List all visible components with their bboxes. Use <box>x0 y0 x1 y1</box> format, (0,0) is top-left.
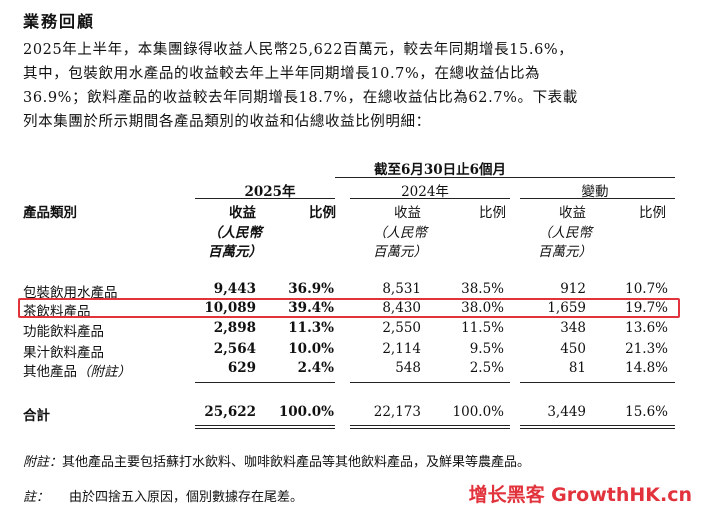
unit-change-line-2: 百萬元） <box>538 244 592 260</box>
row-revenue-2025: 2,898 <box>213 320 256 336</box>
year-2024-header: 2024年 <box>401 184 449 200</box>
footnote-1-text: 其他產品主要包括蘇打水飲料、咖啡飲料產品等其他飲料產品，及鮮果等農產品。 <box>62 455 531 470</box>
footnote-2-text: 由於四捨五入原因，個別數據存在尾差。 <box>69 490 304 505</box>
row-ratio-2025: 2.4% <box>297 360 334 376</box>
change-underline <box>520 198 675 199</box>
row-change-amount: 81 <box>568 360 586 376</box>
row-revenue-2024: 548 <box>395 360 421 376</box>
paragraph-line-4: 列本集團於所示期間各產品類別的收益和佔總收益比例明細： <box>23 114 431 130</box>
paragraph-line-1: 2025年上半年，本集團錄得收益人民幣25,622百萬元，較去年同期增長15.6… <box>23 42 574 58</box>
year-2025-header: 2025年 <box>244 184 296 200</box>
footnote-2-label: 註： <box>23 490 50 505</box>
period-header: 截至6月30日止6個月 <box>373 162 507 178</box>
row-revenue-2025: 2,564 <box>213 341 256 357</box>
row-ratio-2024: 11.5% <box>461 320 504 336</box>
total-ratio-2025: 100.0% <box>278 404 334 420</box>
unit-2025-line-1: （人民幣 <box>208 225 262 241</box>
revenue-2025-header: 收益 <box>229 205 256 221</box>
total-line-2025-b <box>195 428 335 429</box>
row-ratio-2024: 9.5% <box>469 341 504 357</box>
revenue-2024-header: 收益 <box>394 205 421 221</box>
row-revenue-2025: 629 <box>227 360 256 376</box>
total-change-amount: 3,449 <box>547 404 586 420</box>
footnote-1: 附註：其他產品主要包括蘇打水飲料、咖啡飲料產品等其他飲料產品，及鮮果等農產品。 <box>23 451 530 470</box>
row-revenue-2024: 2,550 <box>382 320 421 336</box>
row-revenue-2024: 8,531 <box>382 281 421 297</box>
row-category: 其他產品（附註） <box>23 364 131 380</box>
period-underline <box>335 177 675 178</box>
row-change-amount: 450 <box>560 341 586 357</box>
row-category-note: （附註） <box>77 364 131 380</box>
watermark: 增长黑客 GrowthHK.cn <box>468 484 692 506</box>
change-pct-header: 比例 <box>639 205 666 221</box>
total-label: 合計 <box>23 408 50 424</box>
paragraph-line-2: 其中，包裝飲用水產品的收益較去年上半年同期增長10.7%，在總收益佔比為 <box>23 66 541 82</box>
row-ratio-2025: 10.0% <box>288 341 334 357</box>
row-revenue-2025: 10,089 <box>204 300 256 316</box>
unit-2024-line-1: （人民幣 <box>373 225 427 241</box>
row-ratio-2024: 38.0% <box>461 300 504 316</box>
section-heading: 業務回顧 <box>23 12 96 31</box>
total-line-2025-a <box>195 425 335 426</box>
year-2025-underline <box>195 198 335 199</box>
subtotal-line-2024 <box>350 382 510 383</box>
change-header: 變動 <box>581 184 609 200</box>
row-change-pct: 13.6% <box>625 320 668 336</box>
row-ratio-2024: 38.5% <box>461 281 504 297</box>
row-ratio-2025: 39.4% <box>288 300 334 316</box>
ratio-2024-header: 比例 <box>479 205 506 221</box>
total-change-pct: 15.6% <box>625 404 668 420</box>
subtotal-line-change <box>520 382 675 383</box>
row-category: 果汁飲料產品 <box>23 345 104 361</box>
row-change-pct: 21.3% <box>625 341 668 357</box>
row-change-amount: 912 <box>560 281 586 297</box>
total-ratio-2024: 100.0% <box>452 404 504 420</box>
row-change-amount: 348 <box>560 320 586 336</box>
row-change-amount: 1,659 <box>547 300 586 316</box>
total-line-change-b <box>520 428 675 429</box>
highlight-box <box>18 298 680 318</box>
row-ratio-2025: 36.9% <box>288 281 334 297</box>
change-amount-header: 收益 <box>559 205 586 221</box>
row-change-pct: 10.7% <box>625 281 668 297</box>
row-category: 包裝飲用水產品 <box>23 285 118 301</box>
total-line-2024-a <box>350 425 510 426</box>
subtotal-line-2025 <box>195 382 335 383</box>
unit-2024-line-2: 百萬元） <box>373 244 427 260</box>
row-ratio-2025: 11.3% <box>288 320 334 336</box>
footnote-2: 註： 由於四捨五入原因，個別數據存在尾差。 <box>23 486 303 505</box>
row-change-pct: 14.8% <box>625 360 668 376</box>
row-revenue-2024: 2,114 <box>382 341 421 357</box>
total-revenue-2025: 25,622 <box>204 404 256 420</box>
unit-2025-line-2: 百萬元） <box>208 244 262 260</box>
ratio-2025-header: 比例 <box>309 205 336 221</box>
row-change-pct: 19.7% <box>625 300 668 316</box>
total-line-2024-b <box>350 428 510 429</box>
total-revenue-2024: 22,173 <box>373 404 421 420</box>
row-revenue-2025: 9,443 <box>213 281 256 297</box>
row-ratio-2024: 2.5% <box>469 360 504 376</box>
total-line-change-a <box>520 425 675 426</box>
year-2024-underline <box>350 198 510 199</box>
footnote-1-label: 附註： <box>23 455 63 470</box>
unit-change-line-1: （人民幣 <box>538 225 592 241</box>
paragraph-line-3: 36.9%；飲料產品的收益較去年同期增長18.7%，在總收益佔比為62.7%。下… <box>23 90 578 106</box>
row-category: 功能飲料產品 <box>23 324 104 340</box>
category-header: 產品類別 <box>23 205 77 221</box>
row-revenue-2024: 8,430 <box>382 300 421 316</box>
